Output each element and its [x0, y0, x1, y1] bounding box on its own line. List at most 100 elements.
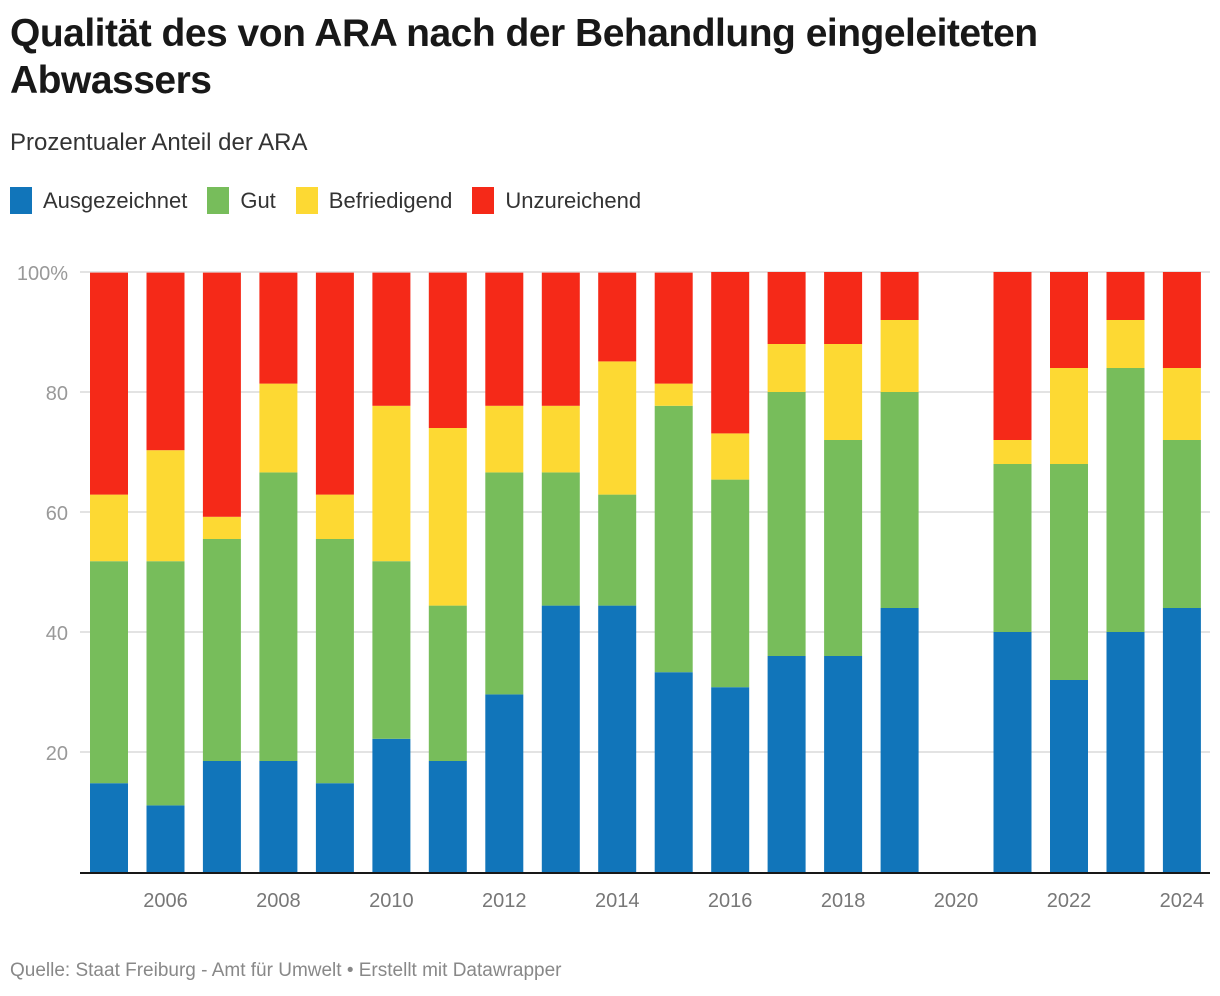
bar-segment-gut-2014	[598, 494, 637, 606]
bar-segment-unzureichend-2024	[1162, 272, 1201, 368]
y-tick-label: 40	[46, 623, 68, 645]
bar-segment-unzureichend-2016	[711, 272, 750, 434]
x-tick-label: 2016	[708, 890, 753, 912]
bar-segment-unzureichend-2013	[541, 272, 580, 406]
y-tick-label: 20	[46, 743, 68, 765]
bar-segment-gut-2006	[146, 561, 185, 806]
bar-segment-unzureichend-2018	[824, 272, 863, 344]
stacked-bar-chart: 20 40 60 80 100% 2006 2008 2010 2012 2014 2016 201…	[17, 263, 1210, 912]
bar-segment-befriedigend-2008	[259, 383, 298, 473]
bar-segment-gut-2011	[428, 605, 467, 761]
bars	[90, 272, 1201, 872]
bar-segment-befriedigend-2005	[90, 494, 128, 562]
bar-segment-befriedigend-2007	[202, 516, 241, 539]
bar-segment-ausgezeichnet-2022	[1050, 680, 1088, 872]
x-tick-label: 2010	[369, 890, 414, 912]
bar-segment-ausgezeichnet-2013	[541, 605, 580, 872]
y-tick-label: 60	[46, 503, 68, 525]
bar-segment-ausgezeichnet-2023	[1106, 632, 1145, 872]
bar-segment-ausgezeichnet-2016	[711, 687, 750, 872]
chart-title: Qualität des von ARA nach der Behandlung…	[10, 12, 1038, 102]
bar-segment-unzureichend-2019	[880, 272, 919, 320]
bar-segment-befriedigend-2013	[541, 405, 580, 473]
bar-segment-befriedigend-2015	[654, 383, 693, 406]
bar-segment-gut-2013	[541, 472, 580, 606]
bar-segment-befriedigend-2018	[824, 344, 863, 440]
bar-segment-befriedigend-2011	[428, 428, 467, 606]
source-footer: Quelle: Staat Freiburg - Amt für Umwelt …	[10, 960, 562, 981]
x-axis: 2006 2008 2010 2012 2014 2016 2018 2020 2022 2024	[80, 872, 1210, 912]
bar-segment-unzureichend-2021	[993, 272, 1032, 440]
legend-label: Unzureichend	[505, 187, 642, 213]
y-tick-label: 100%	[17, 263, 68, 285]
bar-segment-unzureichend-2012	[485, 272, 524, 406]
bar-segment-gut-2019	[880, 392, 919, 608]
bar-segment-ausgezeichnet-2007	[202, 761, 241, 872]
x-tick-label: 2006	[143, 890, 188, 912]
x-tick-label: 2008	[256, 890, 301, 912]
x-tick-label: 2020	[934, 890, 979, 912]
bar-segment-befriedigend-2014	[598, 361, 637, 495]
bar-segment-unzureichend-2017	[767, 272, 806, 344]
bar-segment-gut-2024	[1162, 440, 1201, 608]
bar-segment-befriedigend-2017	[767, 344, 806, 392]
bar-segment-gut-2007	[202, 539, 241, 761]
bar-segment-gut-2009	[315, 539, 354, 784]
bar-segment-unzureichend-2007	[202, 272, 241, 517]
bar-segment-befriedigend-2016	[711, 433, 750, 480]
bar-segment-ausgezeichnet-2010	[372, 738, 411, 872]
bar-segment-ausgezeichnet-2021	[993, 632, 1032, 872]
legend-swatch-befriedigend	[295, 187, 318, 214]
bar-segment-ausgezeichnet-2012	[485, 694, 524, 872]
legend-swatch-gut	[207, 187, 230, 214]
bar-segment-befriedigend-2006	[146, 450, 185, 562]
bar-segment-gut-2005	[90, 561, 128, 784]
gridlines	[80, 271, 1210, 753]
bar-segment-gut-2012	[485, 472, 524, 695]
chart-subtitle: Prozentualer Anteil der ARA	[10, 129, 308, 156]
bar-segment-ausgezeichnet-2014	[598, 605, 637, 872]
bar-segment-ausgezeichnet-2018	[824, 656, 863, 872]
legend-item-befriedigend: Befriedigend	[295, 187, 453, 214]
legend: Ausgezeichnet Gut Befriedigend Unzureich…	[10, 187, 661, 214]
bar-segment-gut-2017	[767, 392, 806, 656]
bar-segment-unzureichend-2011	[428, 272, 467, 428]
bar-segment-unzureichend-2009	[315, 272, 354, 495]
bar-segment-ausgezeichnet-2019	[880, 608, 919, 872]
x-tick-label: 2012	[482, 890, 527, 912]
bar-segment-ausgezeichnet-2008	[259, 761, 298, 872]
bar-segment-gut-2008	[259, 472, 298, 761]
legend-item-ausgezeichnet: Ausgezeichnet	[10, 187, 187, 214]
bar-segment-gut-2016	[711, 479, 750, 688]
bar-segment-unzureichend-2005	[90, 272, 128, 495]
legend-label: Ausgezeichnet	[43, 187, 188, 213]
bar-segment-ausgezeichnet-2017	[767, 656, 806, 872]
x-tick-label: 2022	[1047, 890, 1092, 912]
legend-label: Befriedigend	[328, 187, 453, 213]
legend-label: Gut	[240, 187, 276, 213]
bar-segment-unzureichend-2023	[1106, 272, 1145, 320]
y-tick-label: 80	[46, 383, 68, 405]
bar-segment-unzureichend-2010	[372, 272, 411, 406]
bar-segment-unzureichend-2008	[259, 272, 298, 384]
bar-segment-ausgezeichnet-2015	[654, 672, 693, 872]
legend-swatch-unzureichend	[472, 187, 495, 214]
bar-segment-befriedigend-2019	[880, 320, 919, 392]
bar-segment-befriedigend-2010	[372, 405, 411, 562]
bar-segment-befriedigend-2023	[1106, 320, 1145, 368]
bar-segment-befriedigend-2021	[993, 440, 1032, 464]
bar-segment-ausgezeichnet-2009	[315, 783, 354, 872]
bar-segment-befriedigend-2022	[1050, 368, 1088, 464]
bar-segment-unzureichend-2015	[654, 272, 693, 384]
legend-item-gut: Gut	[207, 187, 276, 214]
bar-segment-ausgezeichnet-2024	[1162, 608, 1201, 872]
x-tick-label: 2018	[821, 890, 866, 912]
bar-segment-befriedigend-2009	[315, 494, 354, 539]
bar-segment-ausgezeichnet-2011	[428, 761, 467, 872]
bar-segment-gut-2015	[654, 405, 693, 673]
legend-swatch-ausgezeichnet	[10, 187, 32, 214]
bar-segment-gut-2018	[824, 440, 863, 656]
x-tick-label: 2014	[595, 890, 640, 912]
bar-segment-unzureichend-2014	[598, 272, 637, 362]
legend-item-unzureichend: Unzureichend	[472, 187, 641, 214]
